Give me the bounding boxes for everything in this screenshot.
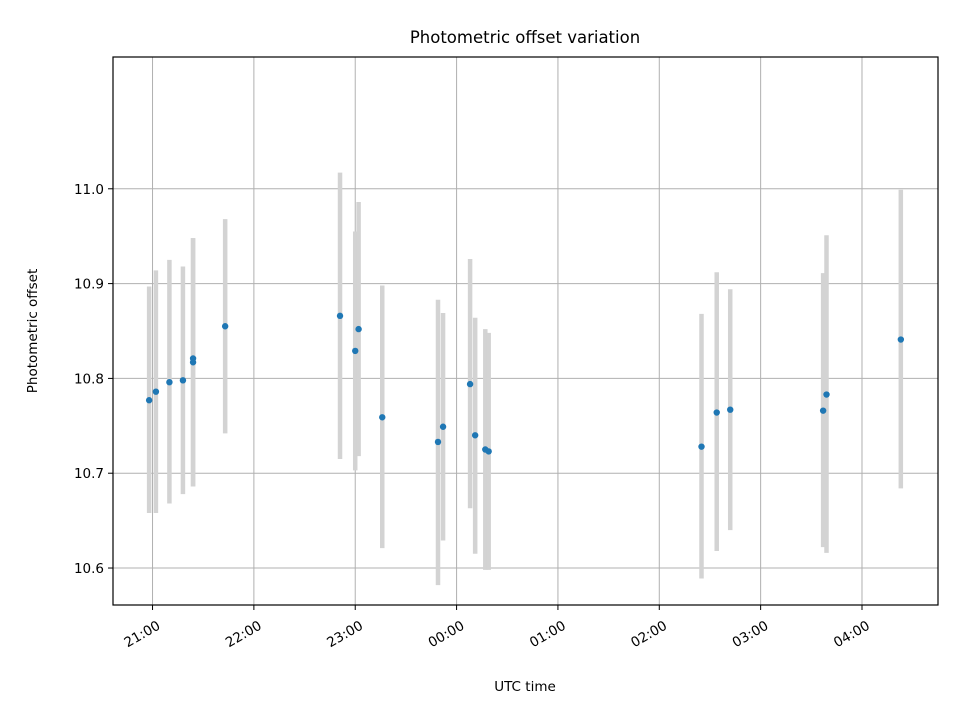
y-tick-label: 10.6 [74,561,104,577]
data-point [439,423,447,430]
chart-title: Photometric offset variation [410,28,640,47]
data-points [145,312,905,455]
data-point [152,388,160,395]
y-axis-ticks: 10.6 10.7 10.8 10.9 11.0 [74,182,113,577]
data-point [897,336,905,343]
plot-frame [112,56,939,606]
data-point [727,406,734,413]
data-point [379,414,386,421]
grid [113,57,938,605]
y-tick-label: 10.7 [74,466,104,482]
y-tick-label: 11.0 [74,182,104,198]
data-point [713,409,720,416]
data-point [466,380,474,388]
data-point [189,355,197,362]
data-point [352,347,359,355]
x-axis-label: UTC time [494,679,556,695]
data-point [166,378,173,386]
data-point [355,325,362,333]
data-point [819,407,827,414]
y-tick-label: 10.8 [74,371,104,387]
data-point [434,438,442,446]
data-point [823,391,830,398]
data-point [221,323,229,330]
data-point [145,397,153,404]
data-point [179,377,187,384]
data-point [336,312,344,320]
data-point [485,448,492,455]
y-tick-label: 10.9 [74,277,104,293]
data-point [698,443,705,450]
y-axis-label: Photometric offset [25,269,41,393]
data-point [471,432,479,439]
